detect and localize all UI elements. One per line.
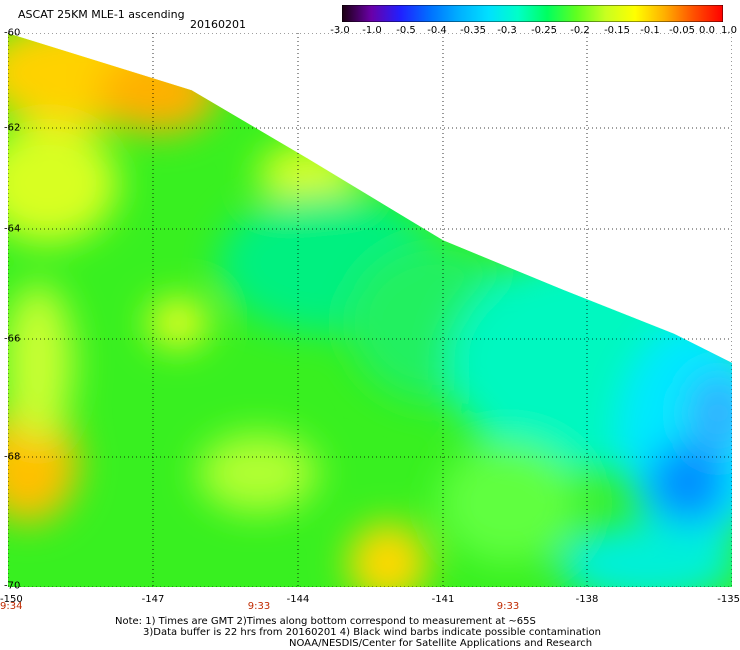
colorbar-label: -3.0 — [330, 25, 350, 36]
colorbar-label: -0.35 — [460, 25, 486, 36]
footnote-line-1: Note: 1) Times are GMT 2)Times along bot… — [115, 616, 536, 627]
colorbar-label: -0.05 — [669, 25, 695, 36]
colorbar-label: -0.15 — [604, 25, 630, 36]
lat-label: -62 — [4, 122, 21, 134]
lon-label: -141 — [431, 594, 455, 605]
map-plot-area — [8, 33, 732, 587]
colorbar-labels: -3.0 -1.0 -0.5 -0.4 -0.35 -0.3 -0.25 -0.… — [330, 25, 737, 39]
time-label: 9:33 — [496, 601, 520, 612]
colorbar-label: -0.25 — [531, 25, 557, 36]
time-label: 9:33 — [247, 601, 271, 612]
mle-field — [8, 33, 732, 587]
colorbar-label: -0.2 — [570, 25, 590, 36]
footnote-line-2: 3)Data buffer is 22 hrs from 20160201 4)… — [143, 627, 601, 638]
colorbar-label: -0.5 — [396, 25, 416, 36]
swath-map — [8, 33, 732, 587]
lat-label: -60 — [4, 27, 21, 39]
footnote-line-3: NOAA/NESDIS/Center for Satellite Applica… — [289, 638, 593, 649]
lat-label: -68 — [4, 451, 21, 463]
colorbar-label: -0.4 — [427, 25, 447, 36]
lat-label: -70 — [4, 580, 21, 592]
graticule — [8, 33, 732, 587]
colorbar-label: -0.3 — [497, 25, 517, 36]
lon-label: -138 — [575, 594, 599, 605]
time-label: 9:34 — [0, 601, 23, 612]
colorbar-label: 1.0 — [721, 25, 737, 36]
lon-label: -144 — [286, 594, 310, 605]
lat-label: -64 — [4, 223, 21, 235]
swath-edge — [8, 33, 732, 363]
colorbar-label: -0.1 — [640, 25, 660, 36]
colorbar-gradient — [342, 5, 723, 22]
colorbar-label: 0.0 — [699, 25, 715, 36]
chart-date: 20160201 — [190, 18, 246, 31]
colorbar-label: -1.0 — [362, 25, 382, 36]
lon-label: -150 — [0, 594, 23, 605]
lon-label: -135 — [717, 594, 740, 605]
lon-label: -147 — [141, 594, 165, 605]
chart-title: ASCAT 25KM MLE-1 ascending — [18, 8, 185, 21]
colorbar — [342, 5, 723, 22]
lat-label: -66 — [4, 333, 21, 345]
footnote: Note: 1) Times are GMT 2)Times along bot… — [115, 616, 601, 649]
